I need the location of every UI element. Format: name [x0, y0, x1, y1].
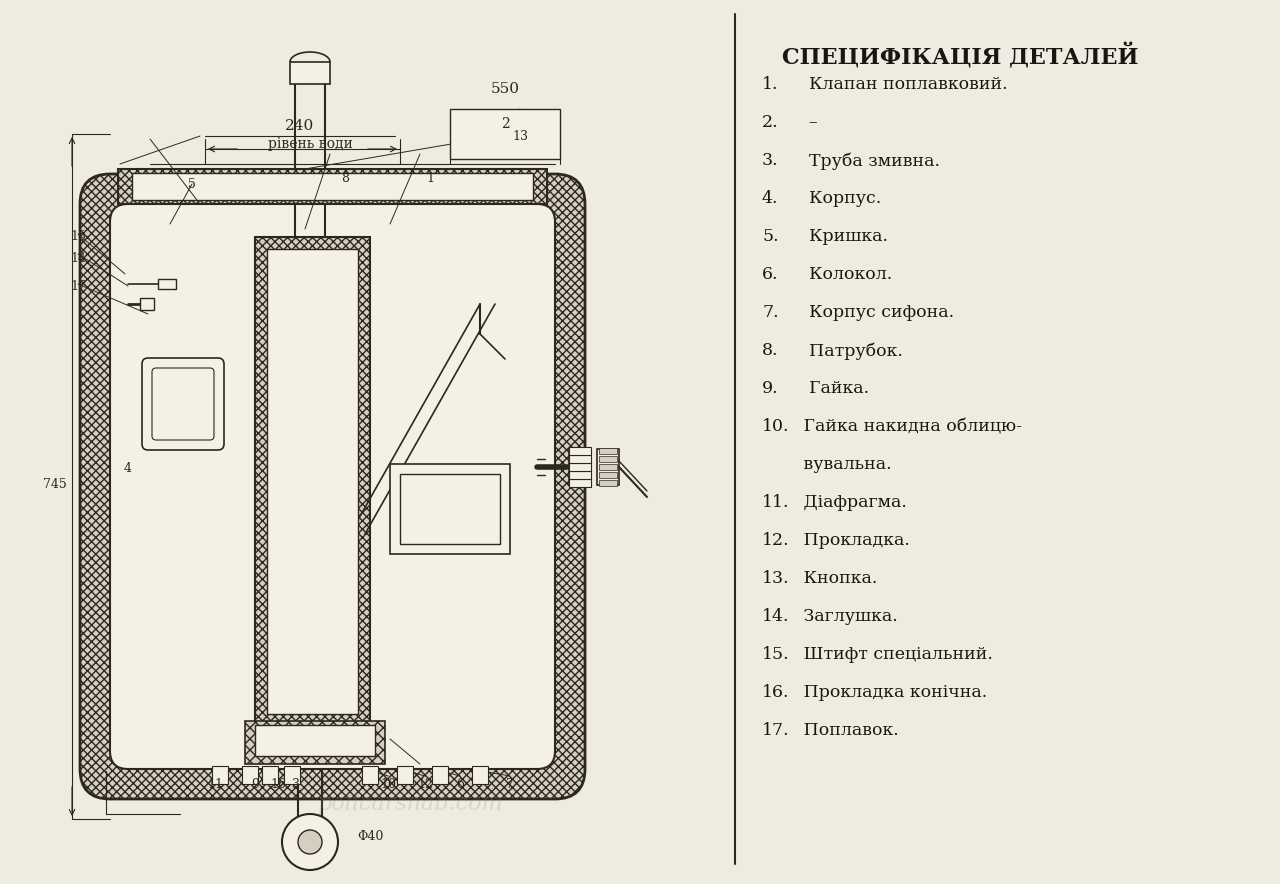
Bar — [472, 766, 488, 784]
Text: Труба змивна.: Труба змивна. — [797, 152, 940, 170]
Bar — [451, 109, 561, 159]
FancyBboxPatch shape — [110, 204, 556, 769]
Bar — [262, 766, 278, 784]
Text: 1.: 1. — [762, 76, 778, 93]
Text: 10: 10 — [380, 778, 396, 790]
Text: 12.: 12. — [762, 532, 790, 549]
Text: Корпус.: Корпус. — [797, 190, 881, 207]
Text: 240: 240 — [285, 119, 315, 133]
Text: 11.: 11. — [762, 494, 790, 511]
Text: 2: 2 — [500, 117, 509, 131]
Text: 7.: 7. — [762, 304, 778, 321]
Text: 550: 550 — [490, 82, 520, 96]
Bar — [255, 725, 375, 756]
Text: 16.: 16. — [762, 684, 790, 701]
Bar — [390, 464, 509, 554]
Text: 8.: 8. — [762, 342, 778, 359]
Bar — [599, 456, 617, 462]
Text: 3.: 3. — [762, 152, 778, 169]
Bar — [433, 766, 448, 784]
Bar — [596, 449, 620, 485]
Text: 10.: 10. — [762, 418, 790, 435]
Text: 6: 6 — [456, 778, 465, 790]
Text: 8: 8 — [340, 171, 349, 185]
Text: Корпус сифона.: Корпус сифона. — [797, 304, 954, 321]
Bar — [570, 471, 591, 479]
Text: 11: 11 — [207, 778, 223, 790]
Text: вувальна.: вувальна. — [797, 456, 892, 473]
Text: 16: 16 — [270, 778, 285, 790]
Text: Прокладка.: Прокладка. — [797, 532, 910, 549]
Text: 14.: 14. — [762, 608, 790, 625]
Text: Патрубок.: Патрубок. — [797, 342, 902, 360]
Text: 745: 745 — [44, 477, 67, 491]
Text: рівень води: рівень води — [268, 137, 352, 151]
Bar — [212, 766, 228, 784]
Text: 5.: 5. — [762, 228, 778, 245]
Text: 13.: 13. — [762, 570, 790, 587]
Text: Прокладка конічна.: Прокладка конічна. — [797, 684, 987, 701]
Text: 2.: 2. — [762, 114, 778, 131]
Bar — [570, 479, 591, 487]
Text: policarsnab.com: policarsnab.com — [316, 794, 503, 815]
Bar — [244, 721, 385, 764]
Text: Заглушка.: Заглушка. — [797, 608, 897, 625]
Text: СПЕЦИФІКАЦІЯ ДЕТАЛЕЙ: СПЕЦИФІКАЦІЯ ДЕТАЛЕЙ — [782, 44, 1138, 70]
Bar — [362, 766, 378, 784]
Bar — [599, 480, 617, 486]
Text: 15.: 15. — [762, 646, 790, 663]
Text: Кришка.: Кришка. — [797, 228, 888, 245]
FancyBboxPatch shape — [142, 358, 224, 450]
Bar — [599, 448, 617, 454]
Bar — [399, 474, 500, 544]
Bar — [132, 173, 532, 200]
Text: Клапан поплавковий.: Клапан поплавковий. — [797, 76, 1007, 93]
Text: 12: 12 — [417, 778, 433, 790]
Bar — [570, 455, 591, 463]
Bar — [118, 169, 547, 204]
Bar — [397, 766, 413, 784]
Text: 15: 15 — [70, 230, 86, 242]
Text: Колокол.: Колокол. — [797, 266, 892, 283]
Bar — [570, 447, 591, 455]
Text: Поплавок.: Поплавок. — [797, 722, 899, 739]
Text: Гайка.: Гайка. — [797, 380, 869, 397]
Bar — [291, 62, 330, 84]
Bar — [570, 449, 591, 485]
Bar — [157, 279, 177, 289]
FancyBboxPatch shape — [79, 174, 585, 799]
Bar — [599, 464, 617, 470]
Text: 1: 1 — [426, 171, 434, 185]
Text: –: – — [797, 114, 818, 131]
Bar — [255, 237, 370, 726]
Text: 4.: 4. — [762, 190, 778, 207]
Bar — [242, 766, 259, 784]
Text: 6.: 6. — [762, 266, 778, 283]
Circle shape — [282, 814, 338, 870]
Text: Кнопка.: Кнопка. — [797, 570, 877, 587]
FancyBboxPatch shape — [152, 368, 214, 440]
Bar — [599, 472, 617, 478]
Text: 3: 3 — [292, 778, 300, 790]
Bar — [570, 463, 591, 471]
Text: Гайка накидна облицю-: Гайка накидна облицю- — [797, 418, 1021, 435]
Circle shape — [298, 830, 323, 854]
Text: 9: 9 — [251, 778, 259, 790]
Text: 17.: 17. — [762, 722, 790, 739]
Text: 7: 7 — [506, 778, 515, 790]
Text: 4: 4 — [124, 462, 132, 476]
Text: Штифт спеціальний.: Штифт спеціальний. — [797, 646, 993, 663]
Bar — [268, 249, 358, 714]
Text: 9.: 9. — [762, 380, 778, 397]
Text: 14: 14 — [70, 253, 86, 265]
Text: Діафрагма.: Діафрагма. — [797, 494, 906, 511]
Text: Φ40: Φ40 — [357, 829, 383, 842]
Text: 17: 17 — [70, 279, 86, 293]
Text: 20: 20 — [307, 325, 323, 339]
Text: 13: 13 — [512, 129, 529, 142]
Bar — [140, 298, 154, 310]
Text: 5: 5 — [188, 178, 196, 190]
Bar — [284, 766, 300, 784]
